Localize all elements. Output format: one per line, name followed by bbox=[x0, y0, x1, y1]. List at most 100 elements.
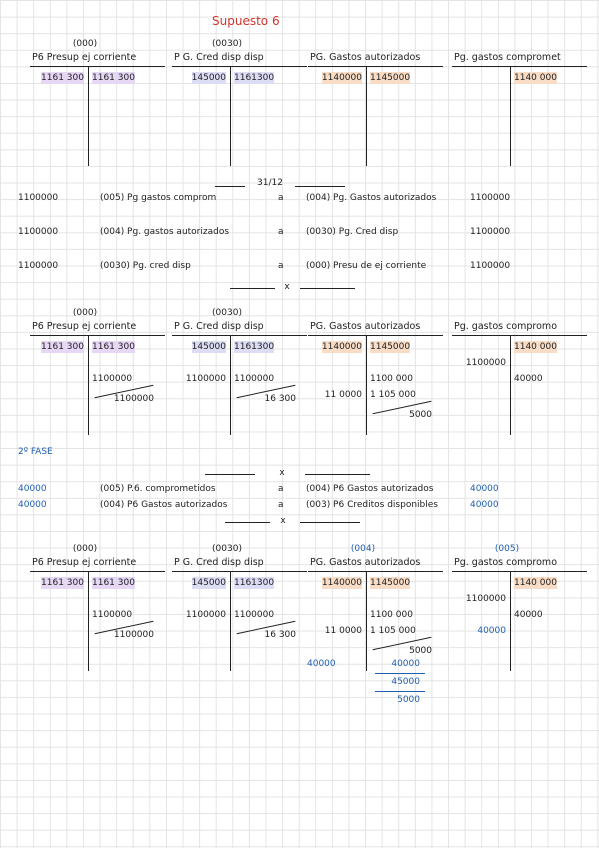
credit-entry: 1145000 bbox=[370, 72, 411, 84]
debit-entry: 1140000 bbox=[321, 577, 362, 589]
account-rule bbox=[172, 66, 307, 67]
rule bbox=[300, 522, 360, 523]
rule bbox=[300, 288, 355, 289]
credit-entry: 1100000 bbox=[92, 374, 133, 384]
debit-entry: 1100000 bbox=[465, 594, 506, 604]
journal-cell: (005) Pg gastos comprom bbox=[100, 193, 217, 203]
credit-entry: 1 105 000 bbox=[370, 626, 416, 636]
account-divider bbox=[366, 335, 367, 435]
account-divider bbox=[230, 335, 231, 435]
calc-rule bbox=[375, 673, 425, 674]
credit-entry: 1100000 bbox=[234, 610, 275, 620]
account-rule bbox=[30, 335, 165, 336]
calc-line: 45000 bbox=[391, 677, 420, 687]
journal-cell: 1100000 bbox=[470, 227, 511, 237]
debit-entry: 40000 bbox=[477, 626, 506, 636]
debit-entry: 1140000 bbox=[321, 341, 362, 353]
rule bbox=[215, 186, 245, 187]
account-name: PG. Gastos autorizados bbox=[310, 557, 421, 568]
account-rule bbox=[172, 571, 307, 572]
account-name: P6 Presup ej corriente bbox=[32, 52, 137, 63]
account-name: P G. Cred disp disp bbox=[174, 321, 264, 332]
journal-date: 31/12 bbox=[257, 178, 283, 188]
title: Supuesto 6 bbox=[212, 14, 280, 28]
calc-left: 40000 bbox=[307, 659, 336, 669]
account-name: P6 Presup ej corriente bbox=[32, 321, 137, 332]
journal-cell: (003) P6 Creditos disponibles bbox=[306, 500, 438, 510]
journal-cell: (004) Pg. gastos autorizados bbox=[100, 227, 230, 237]
journal-cell: 40000 bbox=[470, 500, 499, 510]
journal-cell: (004) P6 Gastos autorizados bbox=[306, 484, 434, 494]
rule bbox=[295, 186, 345, 187]
journal-cell: a bbox=[278, 227, 284, 237]
account-rule bbox=[452, 571, 587, 572]
balance: 1100000 bbox=[113, 630, 154, 640]
debit-entry: 145000 bbox=[191, 341, 226, 353]
debit-entry: 11 0000 bbox=[324, 390, 362, 400]
journal-start: x bbox=[279, 468, 285, 478]
balance: 16 300 bbox=[264, 630, 297, 640]
journal-end: x bbox=[284, 282, 290, 292]
account-name: P6 Presup ej corriente bbox=[32, 557, 137, 568]
account-name: PG. Gastos autorizados bbox=[310, 52, 421, 63]
calc-line: 40000 bbox=[391, 659, 420, 669]
debit-entry: 1161 300 bbox=[41, 577, 84, 589]
account-rule bbox=[452, 66, 587, 67]
account-name: PG. Gastos autorizados bbox=[310, 321, 421, 332]
journal-cell: a bbox=[278, 193, 284, 203]
account-code: (000) bbox=[72, 39, 98, 49]
credit-entry: 1161 300 bbox=[92, 72, 135, 84]
rule bbox=[305, 474, 370, 475]
account-divider bbox=[230, 571, 231, 671]
account-name: Pg. gastos compromet bbox=[454, 52, 561, 63]
account-code: (000) bbox=[72, 308, 98, 318]
account-rule bbox=[308, 335, 443, 336]
debit-entry: 145000 bbox=[191, 72, 226, 84]
account-code: (0030) bbox=[212, 544, 242, 554]
journal-cell: (005) P.6. comprometidos bbox=[100, 484, 216, 494]
debit-entry: 1100000 bbox=[185, 610, 226, 620]
account-rule bbox=[308, 66, 443, 67]
journal-cell: 1100000 bbox=[470, 261, 511, 271]
balance: 5000 bbox=[409, 410, 432, 420]
account-divider bbox=[510, 66, 511, 166]
account-divider bbox=[88, 66, 89, 166]
account-divider bbox=[366, 66, 367, 166]
account-name: Pg. gastos compromo bbox=[454, 557, 558, 568]
account-divider bbox=[88, 335, 89, 435]
journal-cell: 1100000 bbox=[470, 193, 511, 203]
balance: 1100000 bbox=[113, 394, 154, 404]
debit-entry: 145000 bbox=[191, 577, 226, 589]
account-code: (004) bbox=[350, 544, 376, 554]
credit-entry: 1145000 bbox=[370, 341, 411, 353]
account-rule bbox=[308, 571, 443, 572]
rule bbox=[225, 522, 270, 523]
credit-entry: 1161300 bbox=[234, 72, 275, 84]
credit-entry: 1140 000 bbox=[514, 72, 557, 84]
credit-entry: 40000 bbox=[514, 374, 543, 384]
credit-entry: 1161 300 bbox=[92, 577, 135, 589]
account-rule bbox=[452, 335, 587, 336]
journal-cell: 40000 bbox=[18, 484, 47, 494]
credit-entry: 1145000 bbox=[370, 577, 411, 589]
account-rule bbox=[172, 335, 307, 336]
journal-end: x bbox=[280, 516, 286, 526]
calc-rule bbox=[375, 691, 425, 692]
credit-entry: 1140 000 bbox=[514, 341, 557, 353]
credit-entry: 1140 000 bbox=[514, 577, 557, 589]
balance: 16 300 bbox=[264, 394, 297, 404]
account-name: P G. Cred disp disp bbox=[174, 557, 264, 568]
credit-entry: 1161 300 bbox=[92, 341, 135, 353]
account-code: (0030) bbox=[212, 39, 242, 49]
journal-cell: 1100000 bbox=[18, 227, 59, 237]
account-code: (0030) bbox=[212, 308, 242, 318]
journal-cell: (004) Pg. Gastos autorizados bbox=[306, 193, 437, 203]
credit-entry: 1100 000 bbox=[370, 610, 413, 620]
journal-cell: 1100000 bbox=[18, 261, 59, 271]
journal-cell: (004) P6 Gastos autorizados bbox=[100, 500, 228, 510]
journal-cell: 40000 bbox=[470, 484, 499, 494]
journal-cell: a bbox=[278, 261, 284, 271]
credit-entry: 1100000 bbox=[234, 374, 275, 384]
account-rule bbox=[30, 571, 165, 572]
debit-entry: 1100000 bbox=[465, 358, 506, 368]
